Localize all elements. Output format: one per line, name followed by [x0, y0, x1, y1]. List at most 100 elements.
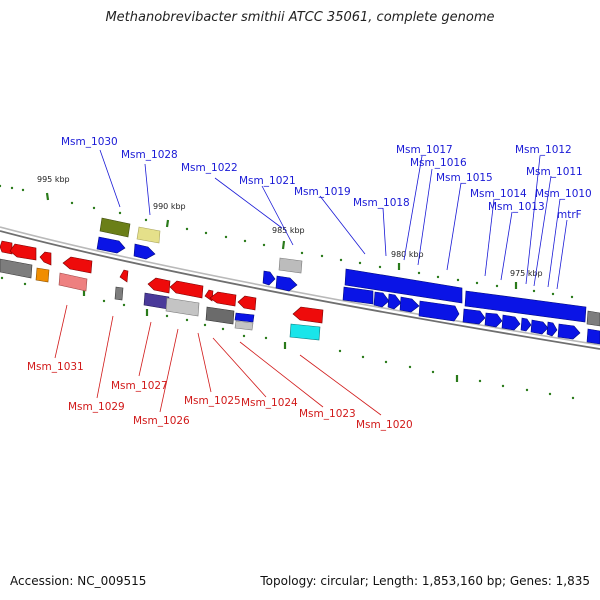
leader-line: [417, 168, 433, 266]
gene-msm-1024[interactable]: [205, 306, 235, 325]
scale-label: 985 kbp: [272, 226, 305, 235]
gene-reverse-lightgray[interactable]: [165, 297, 200, 317]
label-msm-1021[interactable]: Msm_1021: [239, 175, 296, 187]
scale-dot: [571, 396, 575, 400]
label-msm-1029[interactable]: Msm_1029: [68, 401, 125, 413]
gene-msm-1031[interactable]: [58, 272, 88, 292]
leader-line: [525, 155, 541, 285]
gene-forward-blue[interactable]: [418, 300, 460, 322]
gene-msm-1027[interactable]: [147, 277, 171, 294]
gene-msm-1014[interactable]: [464, 290, 587, 323]
label-msm-1024[interactable]: Msm_1024: [241, 397, 298, 409]
gene-msm-1028[interactable]: [136, 226, 161, 244]
gene-reverse-lightgray[interactable]: [234, 320, 254, 331]
label-msm-1017[interactable]: Msm_1017: [396, 144, 453, 156]
label-msm-1019[interactable]: Msm_1019: [294, 186, 351, 198]
gene-reverse-red[interactable]: [0, 240, 13, 255]
scale-dot: [243, 239, 247, 243]
map-title: Methanobrevibacter smithii ATCC 35061, c…: [105, 10, 495, 25]
label-msm-1022[interactable]: Msm_1022: [181, 162, 238, 174]
scale-dot: [408, 365, 412, 369]
label-msm-1030[interactable]: Msm_1030: [61, 136, 118, 148]
gene-msm-1030[interactable]: [99, 217, 131, 238]
scale-dot: [436, 275, 440, 279]
accession-text: Accession: NC_009515: [10, 574, 147, 588]
gene-forward-blue[interactable]: [133, 243, 156, 260]
scale-dot: [551, 292, 555, 296]
gene-msm-1022[interactable]: [278, 257, 303, 274]
scale-dot: [118, 211, 122, 215]
gene-forward-gray[interactable]: [586, 310, 600, 327]
gene-reverse-orange[interactable]: [35, 267, 50, 283]
leader-line: [212, 337, 267, 398]
gene-forward-blue[interactable]: [96, 236, 126, 254]
gene-msm-1011[interactable]: [501, 314, 521, 331]
scale-dot: [495, 284, 499, 288]
label-msm-1020[interactable]: Msm_1020: [356, 419, 413, 431]
gene-reverse-red[interactable]: [209, 291, 237, 307]
gene-forward-blue[interactable]: [530, 319, 549, 335]
scale-dot: [10, 186, 14, 190]
gene-msm-1015[interactable]: [399, 296, 420, 313]
label-msm-1027[interactable]: Msm_1027: [111, 380, 168, 392]
scale-dot: [102, 299, 106, 303]
label-msm-1014[interactable]: Msm_1014: [470, 188, 527, 200]
label-msm-1026[interactable]: Msm_1026: [133, 415, 190, 427]
label-msm-1015[interactable]: Msm_1015: [436, 172, 493, 184]
scale-dot: [21, 188, 25, 192]
gene-forward-blue[interactable]: [586, 328, 600, 345]
leader-line: [556, 219, 568, 290]
scale-dot: [501, 384, 505, 388]
leader-line: [214, 177, 283, 229]
scale-dot: [0, 276, 4, 280]
leader-line: [403, 155, 423, 261]
gene-msm-1020-fwd[interactable]: [275, 275, 298, 292]
leader-line: [99, 149, 121, 208]
reverse-strand-genes: [0, 240, 324, 341]
gene-msm-1010[interactable]: [520, 317, 532, 332]
leader-line: [299, 354, 382, 416]
scale-label: 975 kbp: [510, 269, 543, 278]
label-msm-1016[interactable]: Msm_1016: [410, 157, 467, 169]
gene-mtrf[interactable]: [557, 323, 581, 340]
gene-reverse-red[interactable]: [9, 243, 37, 261]
scale-dot: [532, 289, 536, 293]
leader-line: [261, 185, 294, 246]
label-msm-1010[interactable]: Msm_1010: [535, 188, 592, 200]
gene-reverse-red[interactable]: [39, 251, 52, 266]
reverse-gene-labels: Msm_1031 Msm_1029 Msm_1027 Msm_1026 Msm_…: [27, 361, 413, 431]
scale-dot: [478, 379, 482, 383]
gene-msm-1020[interactable]: [289, 323, 321, 341]
label-msm-1012[interactable]: Msm_1012: [515, 144, 572, 156]
gene-msm-1029[interactable]: [114, 286, 124, 301]
label-msm-1025[interactable]: Msm_1025: [184, 395, 241, 407]
gene-msm-1021[interactable]: [262, 270, 276, 286]
scale-dot: [361, 355, 365, 359]
label-msm-1023[interactable]: Msm_1023: [299, 408, 356, 420]
label-msm-1018[interactable]: Msm_1018: [353, 197, 410, 209]
gene-msm-1016[interactable]: [387, 293, 402, 310]
gene-forward-blue[interactable]: [546, 321, 558, 337]
gene-msm-1013[interactable]: [462, 308, 486, 325]
gene-msm-1012[interactable]: [484, 312, 503, 328]
gene-msm-1018[interactable]: [342, 286, 374, 305]
scale-dot: [0, 184, 2, 188]
label-msm-1031[interactable]: Msm_1031: [27, 361, 84, 373]
gene-msm-1019[interactable]: [344, 268, 463, 304]
label-msm-1013[interactable]: Msm_1013: [488, 201, 545, 213]
scale-dot: [221, 327, 225, 331]
gene-msm-1023[interactable]: [292, 306, 324, 324]
gene-reverse-red[interactable]: [62, 256, 93, 274]
gene-reverse-gray[interactable]: [0, 258, 33, 279]
gene-reverse-red[interactable]: [237, 295, 257, 311]
label-msm-1011[interactable]: Msm_1011: [526, 166, 583, 178]
gene-reverse-red[interactable]: [119, 269, 129, 283]
gene-reverse-red[interactable]: [169, 280, 204, 299]
gene-msm-1026[interactable]: [143, 292, 170, 310]
gene-msm-1017[interactable]: [373, 291, 390, 308]
gene-reverse-blue[interactable]: [234, 312, 255, 323]
label-mtrf[interactable]: mtrF: [557, 209, 582, 221]
label-msm-1028[interactable]: Msm_1028: [121, 149, 178, 161]
leader-line: [533, 175, 552, 287]
